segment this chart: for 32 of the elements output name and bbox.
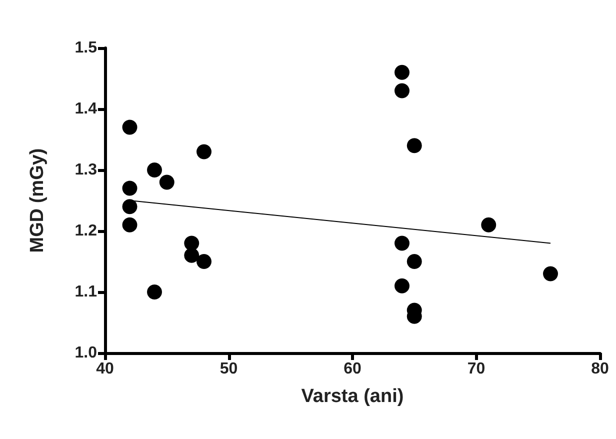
point <box>394 236 410 251</box>
y-tick-label: 1.2 <box>74 222 98 240</box>
point <box>147 284 162 300</box>
point <box>184 248 200 263</box>
y-tick-label: 1.3 <box>74 162 98 178</box>
y-tick-label: 1.5 <box>74 40 98 56</box>
point <box>406 254 422 269</box>
x-tick-label: 50 <box>220 360 238 378</box>
point <box>394 83 410 98</box>
point <box>406 138 422 154</box>
y-tick-label: 1.4 <box>74 100 98 118</box>
point <box>481 217 496 232</box>
point <box>122 120 138 135</box>
point <box>543 266 558 282</box>
x-tick-label: 80 <box>591 360 609 378</box>
x-axis-title: Varsta (ani) <box>301 386 404 407</box>
point <box>394 64 410 80</box>
x-tick-label: 70 <box>467 360 486 378</box>
point <box>122 180 138 196</box>
point <box>184 236 200 251</box>
point <box>159 174 174 190</box>
point <box>122 199 138 214</box>
y-tick-label: 1.1 <box>74 284 98 300</box>
point <box>147 162 162 178</box>
y-axis-title: MGD (mGy) <box>27 148 48 253</box>
point <box>122 217 138 232</box>
y-tick-label: 1.0 <box>74 344 98 362</box>
point <box>196 144 212 160</box>
point <box>394 278 410 294</box>
x-tick-label: 40 <box>96 360 114 378</box>
point <box>196 254 212 269</box>
x-tick-label: 60 <box>344 360 362 378</box>
